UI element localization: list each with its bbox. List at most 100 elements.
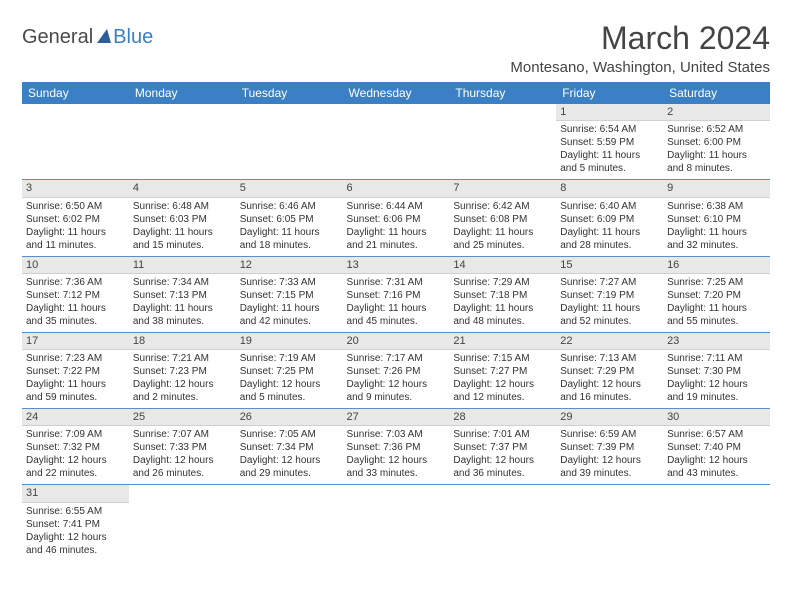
calendar-cell xyxy=(663,485,770,561)
day-number: 14 xyxy=(449,257,556,274)
day-line: Sunset: 5:59 PM xyxy=(560,136,659,149)
day-line: Daylight: 12 hours xyxy=(453,378,552,391)
day-line: and 11 minutes. xyxy=(26,239,125,252)
day-line: and 38 minutes. xyxy=(133,315,232,328)
day-line: and 55 minutes. xyxy=(667,315,766,328)
day-content: Sunrise: 7:21 AMSunset: 7:23 PMDaylight:… xyxy=(129,350,236,408)
day-line: Daylight: 12 hours xyxy=(240,454,339,467)
logo-text-accent: Blue xyxy=(113,26,153,49)
day-line: Sunset: 6:09 PM xyxy=(560,213,659,226)
day-line: Sunset: 7:20 PM xyxy=(667,289,766,302)
day-number: 15 xyxy=(556,257,663,274)
logo-text-main: General xyxy=(22,26,93,49)
day-line: and 12 minutes. xyxy=(453,391,552,404)
day-line: and 25 minutes. xyxy=(453,239,552,252)
day-line: Daylight: 12 hours xyxy=(133,454,232,467)
day-content: Sunrise: 6:44 AMSunset: 6:06 PMDaylight:… xyxy=(343,198,450,256)
day-line: Sunrise: 7:13 AM xyxy=(560,352,659,365)
day-line: Daylight: 11 hours xyxy=(26,302,125,315)
day-line: and 8 minutes. xyxy=(667,162,766,175)
calendar-cell: 9Sunrise: 6:38 AMSunset: 6:10 PMDaylight… xyxy=(663,180,770,256)
day-line: Sunrise: 7:03 AM xyxy=(347,428,446,441)
day-line: Daylight: 12 hours xyxy=(347,454,446,467)
day-line: Sunset: 6:05 PM xyxy=(240,213,339,226)
calendar-cell: 25Sunrise: 7:07 AMSunset: 7:33 PMDayligh… xyxy=(129,409,236,485)
day-content: Sunrise: 7:13 AMSunset: 7:29 PMDaylight:… xyxy=(556,350,663,408)
day-header: Tuesday xyxy=(236,82,343,104)
calendar-cell: 15Sunrise: 7:27 AMSunset: 7:19 PMDayligh… xyxy=(556,256,663,332)
day-content: Sunrise: 7:27 AMSunset: 7:19 PMDaylight:… xyxy=(556,274,663,332)
day-line: and 48 minutes. xyxy=(453,315,552,328)
day-content: Sunrise: 7:17 AMSunset: 7:26 PMDaylight:… xyxy=(343,350,450,408)
day-line: Daylight: 12 hours xyxy=(26,454,125,467)
calendar-cell: 2Sunrise: 6:52 AMSunset: 6:00 PMDaylight… xyxy=(663,104,770,180)
day-line: Sunset: 7:27 PM xyxy=(453,365,552,378)
day-line: Sunrise: 7:15 AM xyxy=(453,352,552,365)
calendar-header-row: SundayMondayTuesdayWednesdayThursdayFrid… xyxy=(22,82,770,104)
day-number: 19 xyxy=(236,333,343,350)
calendar-cell: 21Sunrise: 7:15 AMSunset: 7:27 PMDayligh… xyxy=(449,332,556,408)
day-line: and 33 minutes. xyxy=(347,467,446,480)
calendar-cell xyxy=(343,485,450,561)
day-line: Sunset: 6:08 PM xyxy=(453,213,552,226)
day-number: 22 xyxy=(556,333,663,350)
day-line: Daylight: 11 hours xyxy=(667,149,766,162)
day-content: Sunrise: 7:05 AMSunset: 7:34 PMDaylight:… xyxy=(236,426,343,484)
day-content: Sunrise: 7:34 AMSunset: 7:13 PMDaylight:… xyxy=(129,274,236,332)
day-line: Sunrise: 7:34 AM xyxy=(133,276,232,289)
day-line: Daylight: 11 hours xyxy=(453,226,552,239)
day-line: Daylight: 11 hours xyxy=(133,302,232,315)
day-content: Sunrise: 6:38 AMSunset: 6:10 PMDaylight:… xyxy=(663,198,770,256)
day-line: Sunset: 7:37 PM xyxy=(453,441,552,454)
day-number: 21 xyxy=(449,333,556,350)
day-line: Daylight: 11 hours xyxy=(133,226,232,239)
day-line: Daylight: 12 hours xyxy=(453,454,552,467)
day-line: and 26 minutes. xyxy=(133,467,232,480)
day-number: 7 xyxy=(449,180,556,197)
day-content: Sunrise: 6:54 AMSunset: 5:59 PMDaylight:… xyxy=(556,121,663,179)
calendar-body: 1Sunrise: 6:54 AMSunset: 5:59 PMDaylight… xyxy=(22,104,770,561)
calendar-cell: 13Sunrise: 7:31 AMSunset: 7:16 PMDayligh… xyxy=(343,256,450,332)
calendar-cell: 1Sunrise: 6:54 AMSunset: 5:59 PMDaylight… xyxy=(556,104,663,180)
day-line: Sunrise: 6:55 AM xyxy=(26,505,125,518)
day-number: 31 xyxy=(22,485,129,502)
day-line: Sunset: 6:00 PM xyxy=(667,136,766,149)
day-header: Monday xyxy=(129,82,236,104)
calendar-cell: 7 Sunrise: 6:42 AMSunset: 6:08 PMDaylight… xyxy=(449,180,556,256)
calendar-cell: 26Sunrise: 7:05 AMSunset: 7:34 PMDayligh… xyxy=(236,409,343,485)
calendar-cell: 16Sunrise: 7:25 AMSunset: 7:20 PMDayligh… xyxy=(663,256,770,332)
day-line: Daylight: 11 hours xyxy=(453,302,552,315)
day-line: Daylight: 11 hours xyxy=(667,302,766,315)
day-line: Daylight: 12 hours xyxy=(667,454,766,467)
day-number: 28 xyxy=(449,409,556,426)
calendar-cell: 31Sunrise: 6:55 AMSunset: 7:41 PMDayligh… xyxy=(22,485,129,561)
day-line: Daylight: 11 hours xyxy=(560,149,659,162)
day-line: Sunset: 7:19 PM xyxy=(560,289,659,302)
day-line: and 46 minutes. xyxy=(26,544,125,557)
day-line: Daylight: 12 hours xyxy=(560,378,659,391)
calendar-table: SundayMondayTuesdayWednesdayThursdayFrid… xyxy=(22,82,770,561)
day-line: Daylight: 12 hours xyxy=(560,454,659,467)
day-content: Sunrise: 6:48 AMSunset: 6:03 PMDaylight:… xyxy=(129,198,236,256)
day-number: 27 xyxy=(343,409,450,426)
calendar-cell xyxy=(129,104,236,180)
calendar-cell: 8Sunrise: 6:40 AMSunset: 6:09 PMDaylight… xyxy=(556,180,663,256)
day-line: Sunset: 6:10 PM xyxy=(667,213,766,226)
day-content: Sunrise: 7:15 AMSunset: 7:27 PMDaylight:… xyxy=(449,350,556,408)
day-number: 20 xyxy=(343,333,450,350)
day-header: Saturday xyxy=(663,82,770,104)
day-line: Sunrise: 6:42 AM xyxy=(453,200,552,213)
day-number: 18 xyxy=(129,333,236,350)
day-line: Sunset: 7:23 PM xyxy=(133,365,232,378)
day-content: Sunrise: 6:59 AMSunset: 7:39 PMDaylight:… xyxy=(556,426,663,484)
day-line: Daylight: 11 hours xyxy=(26,378,125,391)
day-number: 5 xyxy=(236,180,343,197)
day-line: Sunrise: 6:40 AM xyxy=(560,200,659,213)
day-line: Sunset: 7:12 PM xyxy=(26,289,125,302)
day-line: Daylight: 11 hours xyxy=(560,302,659,315)
day-line: and 16 minutes. xyxy=(560,391,659,404)
day-line: Sunset: 7:26 PM xyxy=(347,365,446,378)
day-line: and 22 minutes. xyxy=(26,467,125,480)
day-line: Sunrise: 7:01 AM xyxy=(453,428,552,441)
day-content: Sunrise: 7:09 AMSunset: 7:32 PMDaylight:… xyxy=(22,426,129,484)
